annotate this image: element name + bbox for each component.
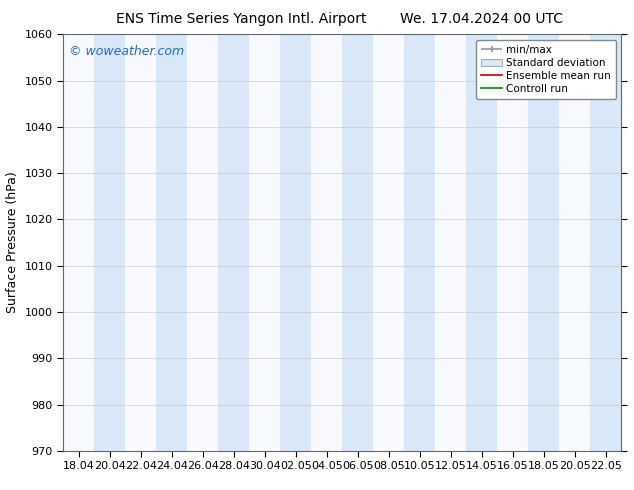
Bar [157, 34, 188, 451]
Bar [590, 34, 621, 451]
Text: We. 17.04.2024 00 UTC: We. 17.04.2024 00 UTC [400, 12, 564, 26]
Bar [342, 34, 373, 451]
Y-axis label: Surface Pressure (hPa): Surface Pressure (hPa) [6, 172, 19, 314]
Text: © woweather.com: © woweather.com [69, 45, 184, 58]
Bar [218, 34, 249, 451]
Text: ENS Time Series Yangon Intl. Airport: ENS Time Series Yangon Intl. Airport [115, 12, 366, 26]
Bar [280, 34, 311, 451]
Bar [94, 34, 126, 451]
Bar [528, 34, 559, 451]
Bar [467, 34, 497, 451]
Legend: min/max, Standard deviation, Ensemble mean run, Controll run: min/max, Standard deviation, Ensemble me… [476, 40, 616, 99]
Bar [404, 34, 436, 451]
